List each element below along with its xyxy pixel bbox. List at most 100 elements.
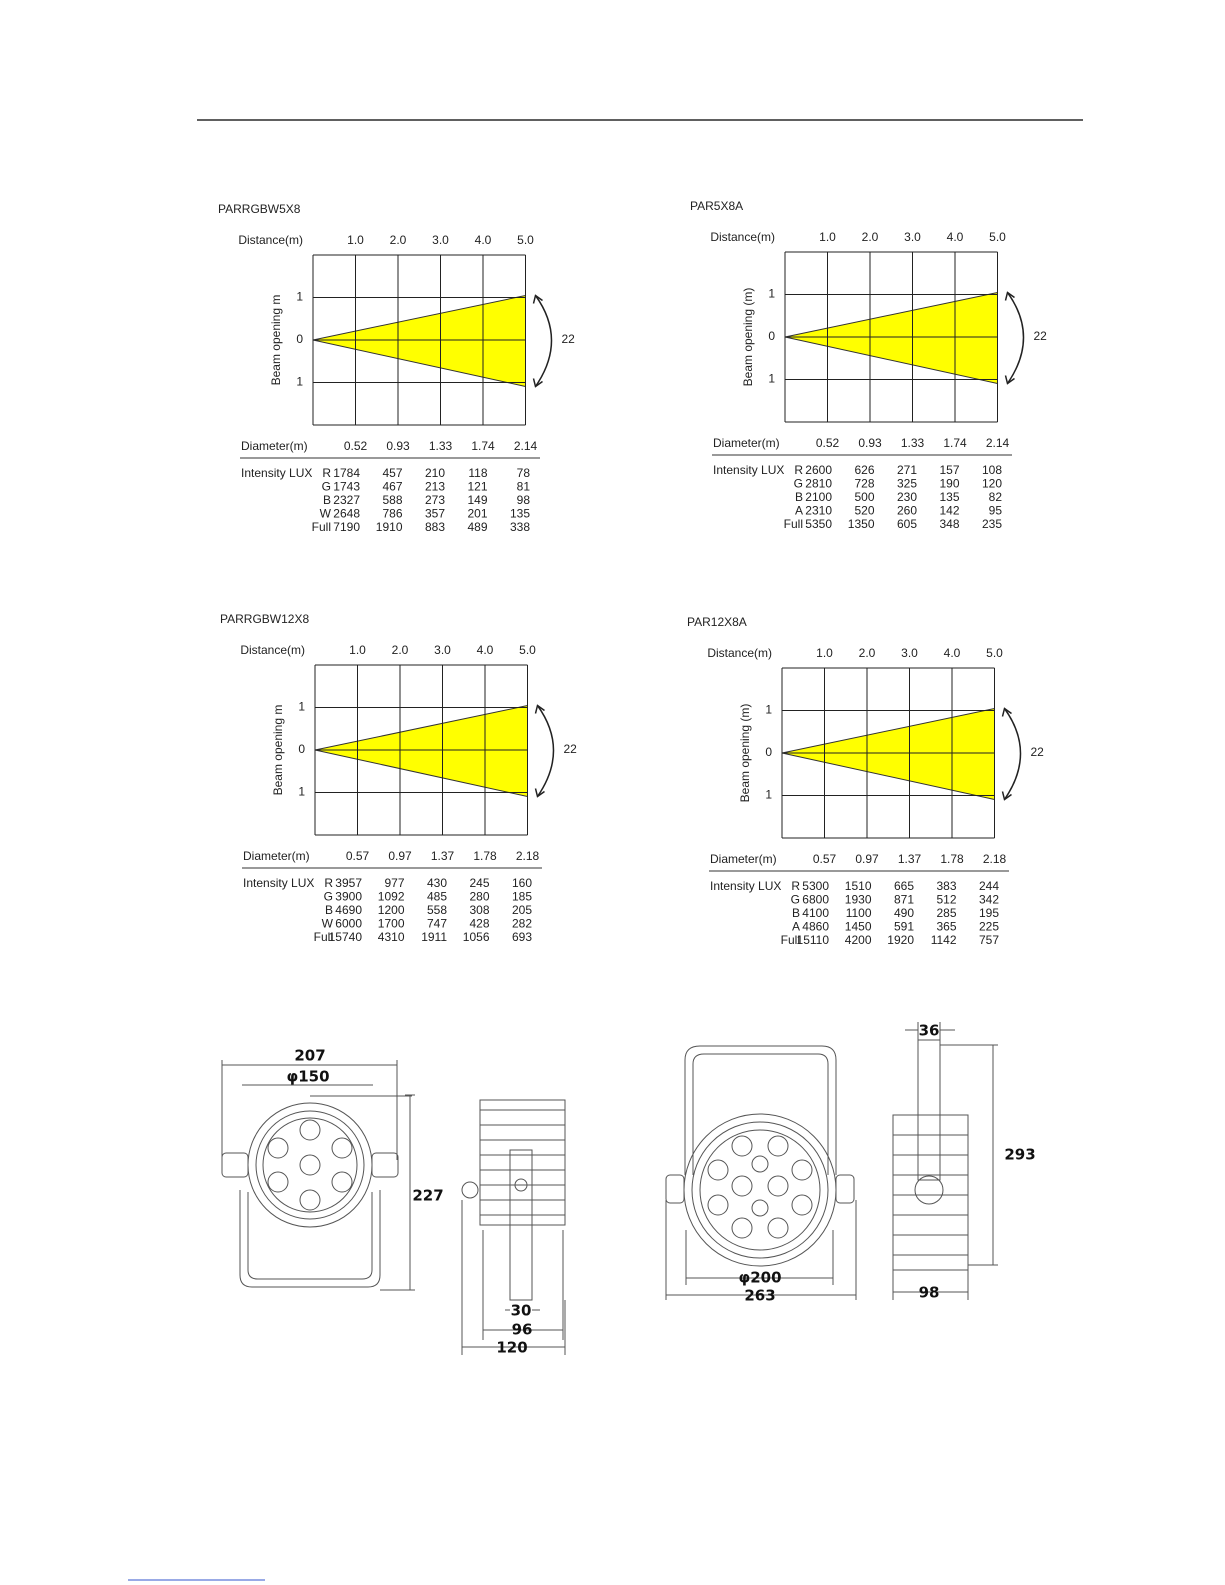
- intensity-value: 157: [939, 463, 959, 477]
- intensity-value: 273: [425, 493, 445, 507]
- channel-label: W: [320, 507, 332, 521]
- intensity-value: 3900: [335, 890, 362, 904]
- diameter-value: 1.74: [943, 436, 967, 450]
- diameter-value: 0.57: [813, 852, 837, 866]
- dimension-label: 227: [412, 1187, 443, 1205]
- intensity-label: Intensity LUX: [713, 463, 784, 477]
- channel-label: W: [322, 917, 334, 931]
- arrow-head: [532, 294, 543, 304]
- intensity-value: 285: [936, 906, 956, 920]
- intensity-value: 348: [939, 517, 959, 531]
- channel-label: A: [792, 920, 800, 934]
- intensity-value: 605: [897, 517, 917, 531]
- diameter-value: 0.52: [344, 439, 368, 453]
- distance-value: 4.0: [477, 643, 494, 657]
- diameter-value: 0.52: [816, 436, 840, 450]
- beam-tick: 1: [298, 785, 305, 799]
- diameter-label: Diameter(m): [713, 436, 780, 450]
- dimension-label: φ150: [286, 1068, 329, 1086]
- intensity-value: 6800: [802, 893, 829, 907]
- distance-value: 3.0: [901, 646, 918, 660]
- intensity-value: 626: [854, 463, 874, 477]
- distance-label: Distance(m): [238, 233, 303, 247]
- intensity-value: 457: [382, 466, 402, 480]
- intensity-value: 160: [512, 876, 532, 890]
- angle-label: 22: [1034, 329, 1048, 343]
- diameter-value: 0.97: [388, 849, 412, 863]
- channel-label: B: [795, 490, 803, 504]
- angle-label: 22: [1031, 745, 1045, 759]
- dimension-label: 293: [1004, 1146, 1035, 1164]
- intensity-value: 245: [469, 876, 489, 890]
- intensity-value: 1056: [463, 930, 490, 944]
- angle-arc: [1003, 708, 1022, 800]
- channel-label: G: [324, 890, 333, 904]
- diagram-title: PAR12X8A: [687, 615, 747, 629]
- distance-value: 5.0: [519, 643, 536, 657]
- intensity-value: 1092: [378, 890, 405, 904]
- intensity-value: 260: [897, 504, 917, 518]
- intensity-value: 82: [989, 490, 1003, 504]
- diameter-value: 0.93: [858, 436, 882, 450]
- arrow-head: [532, 378, 543, 388]
- intensity-value: 4100: [802, 906, 829, 920]
- intensity-value: 4200: [845, 933, 872, 947]
- intensity-value: 118: [468, 466, 487, 480]
- distance-value: 2.0: [862, 230, 879, 244]
- intensity-value: 325: [897, 477, 917, 491]
- dimension-label: 120: [496, 1339, 527, 1357]
- intensity-value: 190: [939, 477, 959, 491]
- intensity-value: 665: [894, 879, 914, 893]
- diameter-label: Diameter(m): [241, 439, 308, 453]
- intensity-value: 430: [427, 876, 447, 890]
- intensity-value: 1911: [421, 930, 447, 944]
- intensity-value: 1743: [333, 480, 360, 494]
- distance-value: 5.0: [517, 233, 534, 247]
- intensity-value: 1100: [846, 906, 872, 920]
- intensity-value: 142: [939, 504, 959, 518]
- channel-label: Full: [314, 930, 333, 944]
- intensity-value: 135: [939, 490, 959, 504]
- angle-label: 22: [562, 332, 576, 346]
- intensity-value: 6000: [335, 917, 362, 931]
- beam-label: Beam opening (m): [741, 288, 755, 387]
- dimension-label: 36: [919, 1022, 940, 1040]
- intensity-value: 195: [979, 906, 999, 920]
- diameter-label: Diameter(m): [710, 852, 777, 866]
- distance-value: 2.0: [859, 646, 876, 660]
- intensity-label: Intensity LUX: [241, 466, 312, 480]
- intensity-value: 4860: [802, 920, 829, 934]
- intensity-value: 2648: [333, 507, 360, 521]
- beam-cone: [784, 291, 998, 385]
- diameter-value: 1.78: [940, 852, 964, 866]
- distance-value: 1.0: [816, 646, 833, 660]
- angle-label: 22: [564, 742, 578, 756]
- intensity-value: 15110: [797, 933, 830, 947]
- intensity-value: 308: [469, 903, 489, 917]
- intensity-value: 2100: [805, 490, 832, 504]
- channel-label: G: [794, 477, 803, 491]
- intensity-value: 1350: [848, 517, 875, 531]
- beam-tick: 0: [765, 745, 772, 759]
- beam-label: Beam opening (m): [738, 704, 752, 803]
- diameter-value: 1.78: [473, 849, 497, 863]
- channel-label: Full: [312, 520, 331, 534]
- distance-value: 4.0: [947, 230, 964, 244]
- beam-tick: 0: [298, 742, 305, 756]
- diameter-label: Diameter(m): [243, 849, 310, 863]
- distance-value: 1.0: [347, 233, 364, 247]
- arrow-head: [1004, 375, 1015, 385]
- distance-value: 1.0: [819, 230, 836, 244]
- distance-value: 2.0: [392, 643, 409, 657]
- diameter-value: 2.14: [986, 436, 1010, 450]
- small-fixture-drawing: [221, 1060, 566, 1355]
- channel-label: G: [322, 480, 331, 494]
- beam-cone: [312, 294, 526, 388]
- diameter-value: 0.93: [386, 439, 410, 453]
- intensity-value: 5300: [802, 879, 829, 893]
- diagram-title: PAR5X8A: [690, 199, 743, 213]
- intensity-value: 338: [510, 520, 530, 534]
- intensity-value: 81: [517, 480, 531, 494]
- intensity-value: 1450: [845, 920, 872, 934]
- intensity-value: 280: [469, 890, 489, 904]
